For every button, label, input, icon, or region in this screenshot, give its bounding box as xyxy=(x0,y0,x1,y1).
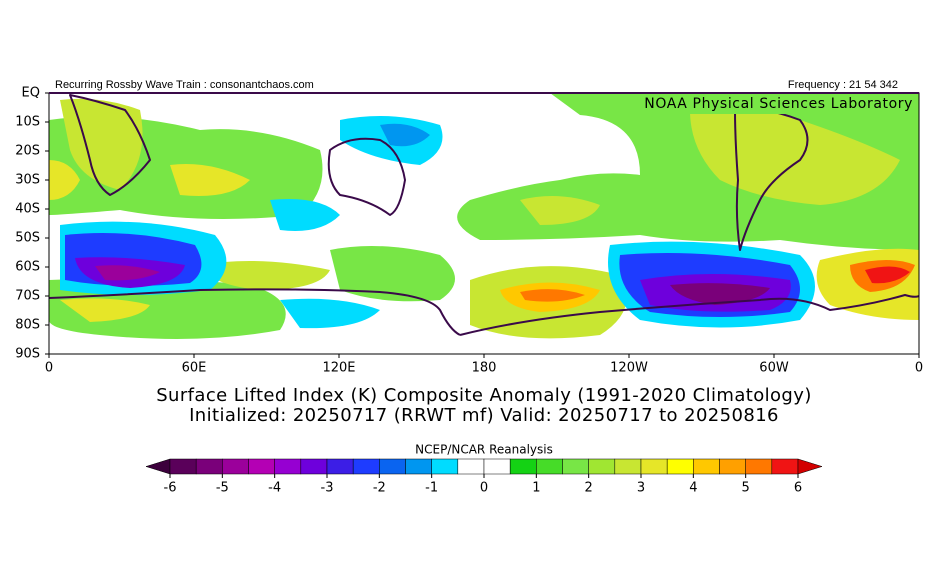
colorbar-box xyxy=(169,458,197,475)
lab-label-bg xyxy=(615,94,918,114)
anomaly-area xyxy=(60,98,143,190)
lat-label: 40S xyxy=(15,202,40,217)
colorbar-box xyxy=(536,458,563,475)
colorbar-box xyxy=(509,458,537,475)
colorbar-label: -2 xyxy=(373,481,386,496)
colorbar-box xyxy=(640,458,668,475)
lat-label: 30S xyxy=(15,173,40,188)
colorbar-label: -6 xyxy=(164,481,177,496)
colorbar-box xyxy=(379,458,406,475)
colorbar-box xyxy=(405,458,432,475)
colorbar-box xyxy=(771,458,799,475)
colorbar-end xyxy=(797,458,823,475)
anomaly-area xyxy=(95,265,160,281)
colorbar-label: 3 xyxy=(637,481,645,496)
lab-label: NOAA Physical Sciences Laboratory xyxy=(644,96,913,112)
colorbar-label: 4 xyxy=(689,481,697,496)
colorbar-label: 0 xyxy=(480,481,488,496)
colorbar: -6 -5 -4 -3 -2 -1 0 1 2 3 4 5 6 xyxy=(145,458,823,496)
coastline xyxy=(49,288,919,336)
colorbar-box xyxy=(300,458,328,475)
colorbar-label: 6 xyxy=(794,481,802,496)
anomaly-area xyxy=(330,246,455,302)
colorbar-label: -1 xyxy=(425,481,438,496)
lon-label: 120E xyxy=(322,361,355,376)
coastline xyxy=(69,94,151,196)
anomaly-area xyxy=(520,196,600,225)
colorbar-box xyxy=(588,458,616,475)
lat-label: 50S xyxy=(15,231,40,246)
coastline xyxy=(327,137,406,216)
colorbar-end xyxy=(145,458,171,475)
title-line-2: Initialized: 20250717 (RRWT mf) Valid: 2… xyxy=(189,405,779,426)
anomaly-area xyxy=(270,199,340,231)
colorbar-box xyxy=(562,458,589,475)
colorbar-title: NCEP/NCAR Reanalysis xyxy=(415,443,553,457)
anomaly-area xyxy=(690,106,900,205)
colorbar-box xyxy=(248,458,275,475)
anomaly-area xyxy=(280,298,380,329)
colorbar-box xyxy=(222,458,249,475)
lon-label: 0 xyxy=(915,361,923,376)
axes: EQ 10S 20S 30S 40S 50S 60S 70S 80S 90S 0 60E 120E 180… xyxy=(15,86,923,376)
lon-label: 0 xyxy=(45,361,53,376)
coastline xyxy=(734,107,809,251)
colorbar-label: 2 xyxy=(585,481,593,496)
lat-label: 70S xyxy=(15,289,40,304)
anomaly-area xyxy=(865,266,910,284)
title-line-1: Surface Lifted Index (K) Composite Anoma… xyxy=(156,385,812,406)
lon-label: 120W xyxy=(610,361,648,376)
lat-label: EQ xyxy=(22,86,40,101)
lat-label: 20S xyxy=(15,144,40,159)
anomaly-area xyxy=(60,298,150,322)
colorbar-label: 1 xyxy=(532,481,540,496)
colorbar-box xyxy=(431,458,459,475)
colorbar-label: -5 xyxy=(216,481,229,496)
anomaly-area xyxy=(49,160,80,200)
colorbar-box xyxy=(719,458,746,475)
anomaly-area xyxy=(670,283,770,305)
colorbar-box xyxy=(666,458,694,475)
colorbar-box xyxy=(457,458,485,475)
lon-label: 60W xyxy=(759,361,789,376)
header-left: Recurring Rossby Wave Train : consonantc… xyxy=(55,79,314,91)
lat-label: 10S xyxy=(15,115,40,130)
anomaly-area xyxy=(170,164,250,196)
anomaly-area xyxy=(520,289,585,302)
header-right: Frequency : 21 54 342 xyxy=(788,79,898,91)
colorbar-box xyxy=(745,458,773,475)
colorbar-label: -4 xyxy=(268,481,281,496)
anomaly-area xyxy=(380,123,430,147)
lat-label: 80S xyxy=(15,318,40,333)
lon-label: 60E xyxy=(182,361,207,376)
anomaly-area xyxy=(200,261,330,290)
colorbar-box xyxy=(693,458,720,475)
lat-label: 60S xyxy=(15,260,40,275)
map-field xyxy=(49,93,919,354)
colorbar-box xyxy=(352,458,380,475)
lat-label: 90S xyxy=(15,347,40,362)
colorbar-box xyxy=(195,458,223,475)
colorbar-box xyxy=(274,458,302,475)
colorbar-label: 5 xyxy=(742,481,750,496)
colorbar-box xyxy=(483,458,511,475)
colorbar-box xyxy=(326,458,354,475)
colorbar-label: -3 xyxy=(321,481,334,496)
colorbar-box xyxy=(614,458,642,475)
lon-label: 180 xyxy=(472,361,497,376)
